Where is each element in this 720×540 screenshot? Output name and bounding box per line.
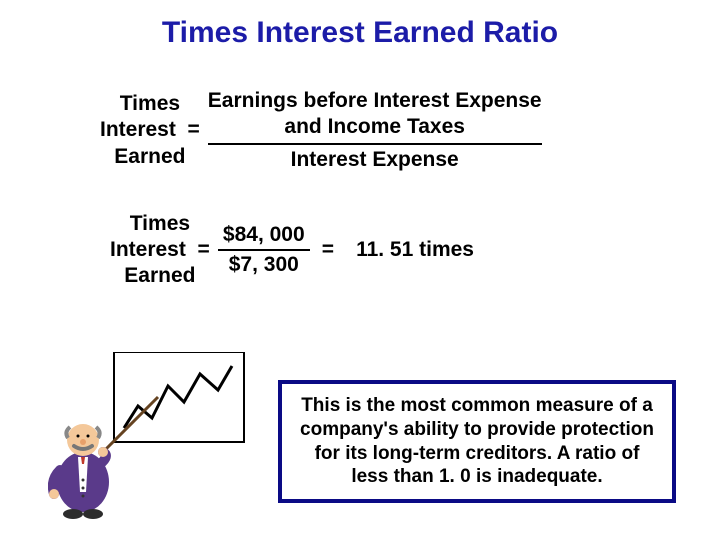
calc-fraction: $84, 000 $7, 300 [218, 222, 310, 279]
calc-result: 11. 51 times [346, 238, 474, 262]
professor-chart-icon [48, 352, 248, 522]
lhs-line: Times [100, 91, 200, 117]
lhs-line: Earned [110, 263, 210, 289]
formula-definition: Times Interest = Earned Earnings before … [0, 60, 720, 173]
fraction-line [208, 143, 542, 145]
calc-numerator: $84, 000 [223, 222, 305, 248]
page-title: Times Interest Earned Ratio [0, 0, 720, 60]
numerator-line: Earnings before Interest Expense [208, 88, 542, 114]
fraction-line [218, 249, 310, 251]
lhs-line: Earned [100, 144, 200, 170]
equals-sign: = [318, 238, 338, 262]
formula-lhs: Times Interest = Earned [100, 91, 200, 170]
lhs-line: Interest = [110, 237, 210, 263]
lhs-line: Interest = [100, 117, 200, 143]
formula-calculation: Times Interest = Earned $84, 000 $7, 300… [0, 173, 720, 290]
numerator-line: and Income Taxes [284, 114, 465, 140]
calc-lhs: Times Interest = Earned [110, 211, 210, 290]
explanation-callout: This is the most common measure of a com… [278, 380, 676, 503]
formula-rhs: Earnings before Interest Expense and Inc… [208, 88, 542, 173]
denominator: Interest Expense [291, 147, 459, 173]
lhs-line: Times [110, 211, 210, 237]
calc-denominator: $7, 300 [229, 252, 299, 278]
